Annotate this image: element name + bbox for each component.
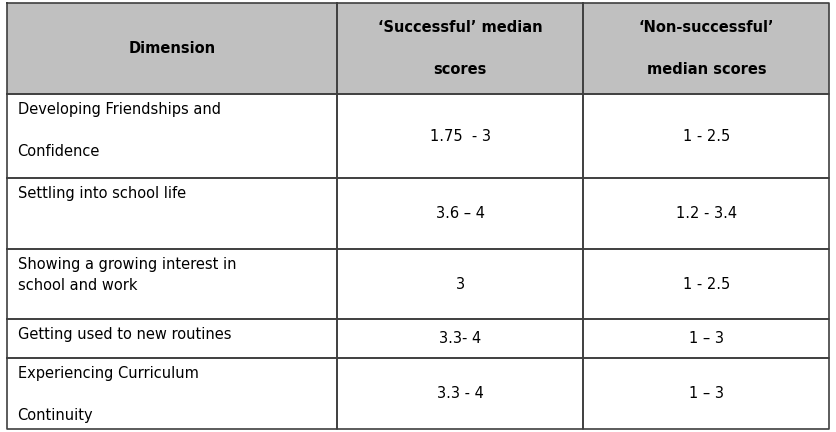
Text: Dimension: Dimension	[129, 41, 216, 57]
Text: Showing a growing interest in
school and work: Showing a growing interest in school and…	[18, 257, 236, 293]
Text: ‘Non-successful’

median scores: ‘Non-successful’ median scores	[639, 20, 774, 77]
Bar	[7, 178, 338, 249]
Bar	[584, 94, 829, 178]
Text: 1.2 - 3.4: 1.2 - 3.4	[675, 206, 737, 221]
Bar	[338, 94, 584, 178]
Bar	[7, 319, 338, 358]
Text: 3: 3	[456, 276, 465, 292]
Bar	[338, 358, 584, 429]
Bar	[584, 249, 829, 319]
Text: Settling into school life: Settling into school life	[18, 186, 186, 201]
Bar	[338, 178, 584, 249]
Bar	[584, 319, 829, 358]
Text: 3.3 - 4: 3.3 - 4	[437, 386, 484, 401]
Text: 1 - 2.5: 1 - 2.5	[683, 276, 730, 292]
Text: ‘Successful’ median

scores: ‘Successful’ median scores	[378, 20, 543, 77]
Text: 3.6 – 4: 3.6 – 4	[436, 206, 485, 221]
Text: 3.3- 4: 3.3- 4	[439, 331, 482, 346]
Text: 1 - 2.5: 1 - 2.5	[683, 129, 730, 144]
Bar	[338, 319, 584, 358]
Bar	[7, 249, 338, 319]
Bar	[584, 358, 829, 429]
Text: Getting used to new routines: Getting used to new routines	[18, 327, 231, 342]
Text: Experiencing Curriculum

Continuity: Experiencing Curriculum Continuity	[18, 366, 198, 423]
Text: 1.75  - 3: 1.75 - 3	[430, 129, 491, 144]
Bar	[7, 94, 338, 178]
Text: 1 – 3: 1 – 3	[689, 386, 724, 401]
Bar	[338, 3, 584, 94]
Text: Developing Friendships and

Confidence: Developing Friendships and Confidence	[18, 102, 221, 159]
Bar	[7, 358, 338, 429]
Bar	[584, 3, 829, 94]
Bar	[338, 249, 584, 319]
Bar	[584, 178, 829, 249]
Bar	[7, 3, 338, 94]
Text: 1 – 3: 1 – 3	[689, 331, 724, 346]
